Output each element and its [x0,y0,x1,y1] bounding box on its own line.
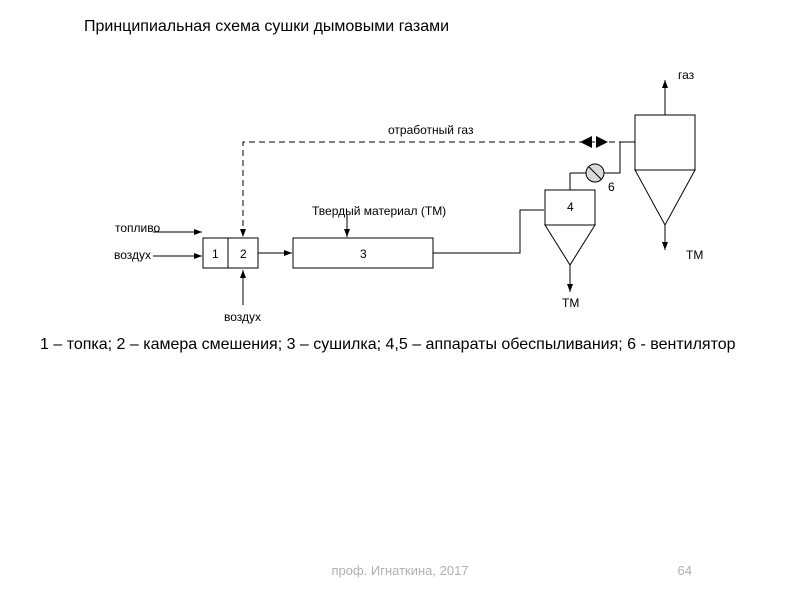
label-solid: Твердый материал (ТМ) [312,204,446,218]
label-air1: воздух [114,248,151,262]
legend-text: 1 – топка; 2 – камера смешения; 3 – суши… [40,334,788,356]
page-number: 64 [678,563,692,578]
num-2: 2 [240,247,247,261]
label-gas: газ [678,68,694,82]
edge-6-5 [604,142,634,173]
edge-exhaust-recycle [243,142,635,237]
num-3: 3 [360,247,367,261]
label-exhaust: отработный газ [388,123,473,137]
num-4: 4 [567,200,574,214]
label-air2: воздух [224,310,261,324]
flow-diagram-lines [40,60,760,320]
page: Принципиальная схема сушки дымовыми газа… [0,0,800,600]
label-tm1: ТМ [562,296,579,310]
label-tm2: ТМ [686,248,703,262]
num-1: 1 [212,247,219,261]
label-fuel: топливо [115,221,160,235]
edge-3-4 [433,210,544,253]
num-6: 6 [608,180,615,194]
page-title: Принципиальная схема сушки дымовыми газа… [84,18,449,36]
